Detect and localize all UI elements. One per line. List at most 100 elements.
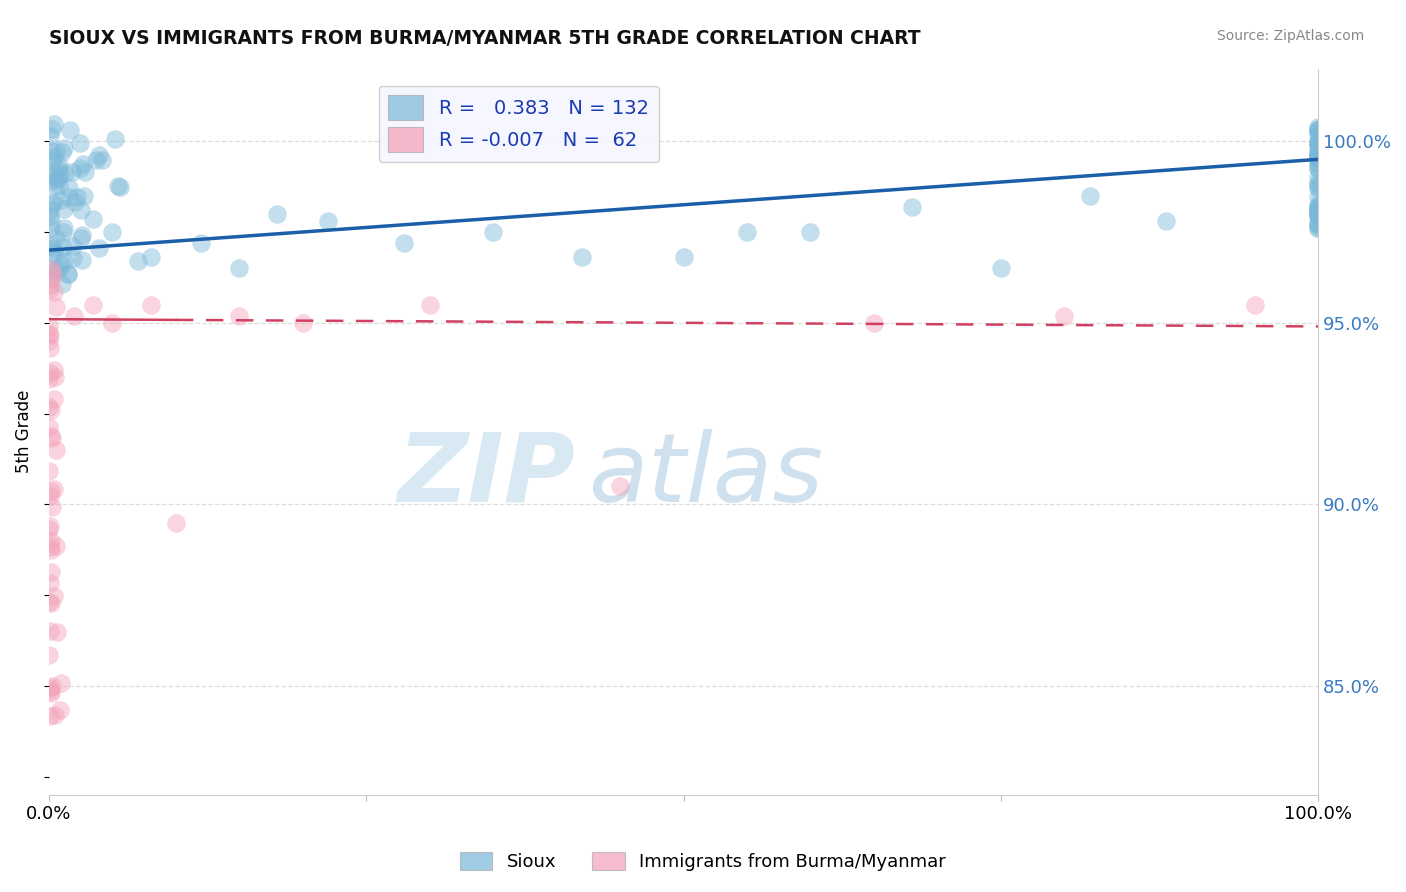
Point (39, 519, 62, 533)
Point (1308, 149, 1330, 163)
Point (39, 596, 62, 610)
Point (39, 624, 62, 639)
Point (41, 272, 63, 286)
Point (1308, 177, 1330, 191)
Point (107, 179, 129, 194)
Point (45, 145, 67, 159)
Point (1308, 127, 1330, 141)
Point (228, 309, 250, 323)
Point (1308, 133, 1330, 147)
Point (266, 207, 288, 221)
Text: ZIP: ZIP (398, 429, 575, 522)
Point (91, 153, 114, 167)
Point (46, 161, 69, 176)
Point (42, 242, 65, 256)
Point (49, 676, 72, 690)
Point (38, 595, 60, 609)
Point (1308, 204, 1330, 219)
Point (45, 300, 67, 314)
Point (38, 489, 60, 503)
Point (1308, 208, 1330, 222)
Point (89, 147, 111, 161)
Point (39, 145, 62, 159)
Text: atlas: atlas (588, 429, 824, 522)
Point (58, 190, 80, 204)
Point (45, 262, 67, 277)
Point (1308, 176, 1330, 190)
Point (39, 328, 62, 343)
Point (1308, 138, 1330, 153)
Point (39, 540, 62, 554)
Point (49, 167, 72, 181)
Point (1308, 161, 1330, 176)
Point (41, 153, 63, 168)
Point (101, 225, 124, 239)
Point (53, 166, 76, 180)
Point (990, 261, 1012, 276)
Point (58, 267, 80, 281)
Point (82, 298, 104, 312)
Point (482, 225, 505, 239)
Point (41, 432, 63, 446)
Point (1308, 148, 1330, 162)
Point (39, 366, 62, 380)
Point (52, 225, 75, 239)
Point (1308, 136, 1330, 150)
Point (1308, 170, 1330, 185)
Point (44, 707, 66, 722)
Point (1308, 121, 1330, 136)
Point (1308, 216, 1330, 230)
Point (39, 221, 62, 235)
Point (1308, 200, 1330, 214)
Point (42, 195, 65, 210)
Point (1243, 298, 1265, 312)
Point (44, 285, 66, 299)
Point (1308, 142, 1330, 156)
Point (799, 225, 821, 239)
Point (42, 167, 65, 181)
Point (39, 173, 62, 187)
Point (39, 341, 62, 355)
Point (84, 153, 107, 168)
Point (1308, 156, 1330, 170)
Point (39, 129, 62, 144)
Point (1308, 201, 1330, 215)
Point (45, 539, 67, 553)
Point (42, 150, 65, 164)
Point (39, 262, 62, 277)
Point (165, 516, 187, 530)
Point (39, 237, 62, 252)
Point (1308, 210, 1330, 224)
Point (63, 195, 86, 210)
Point (901, 200, 924, 214)
Point (1053, 309, 1076, 323)
Point (44, 370, 66, 384)
Point (39, 566, 62, 580)
Point (46, 171, 69, 186)
Point (75, 164, 97, 178)
Point (42, 392, 65, 406)
Point (72, 188, 94, 202)
Legend: Sioux, Immigrants from Burma/Myanmar: Sioux, Immigrants from Burma/Myanmar (453, 845, 953, 879)
Point (39, 277, 62, 292)
Point (59, 123, 82, 137)
Point (1308, 204, 1330, 219)
Point (1308, 151, 1330, 165)
Point (49, 258, 72, 272)
Point (1308, 120, 1330, 134)
Point (1308, 208, 1330, 222)
Text: Source: ZipAtlas.com: Source: ZipAtlas.com (1216, 29, 1364, 43)
Point (42, 117, 65, 131)
Point (1308, 202, 1330, 217)
Point (1308, 150, 1330, 164)
Point (39, 543, 62, 558)
Point (38, 334, 60, 348)
Point (41, 429, 63, 443)
Point (39, 686, 62, 700)
Point (1308, 221, 1330, 235)
Point (190, 235, 212, 250)
Point (53, 141, 76, 155)
Point (39, 684, 62, 698)
Point (45, 172, 67, 186)
Point (1308, 161, 1330, 176)
